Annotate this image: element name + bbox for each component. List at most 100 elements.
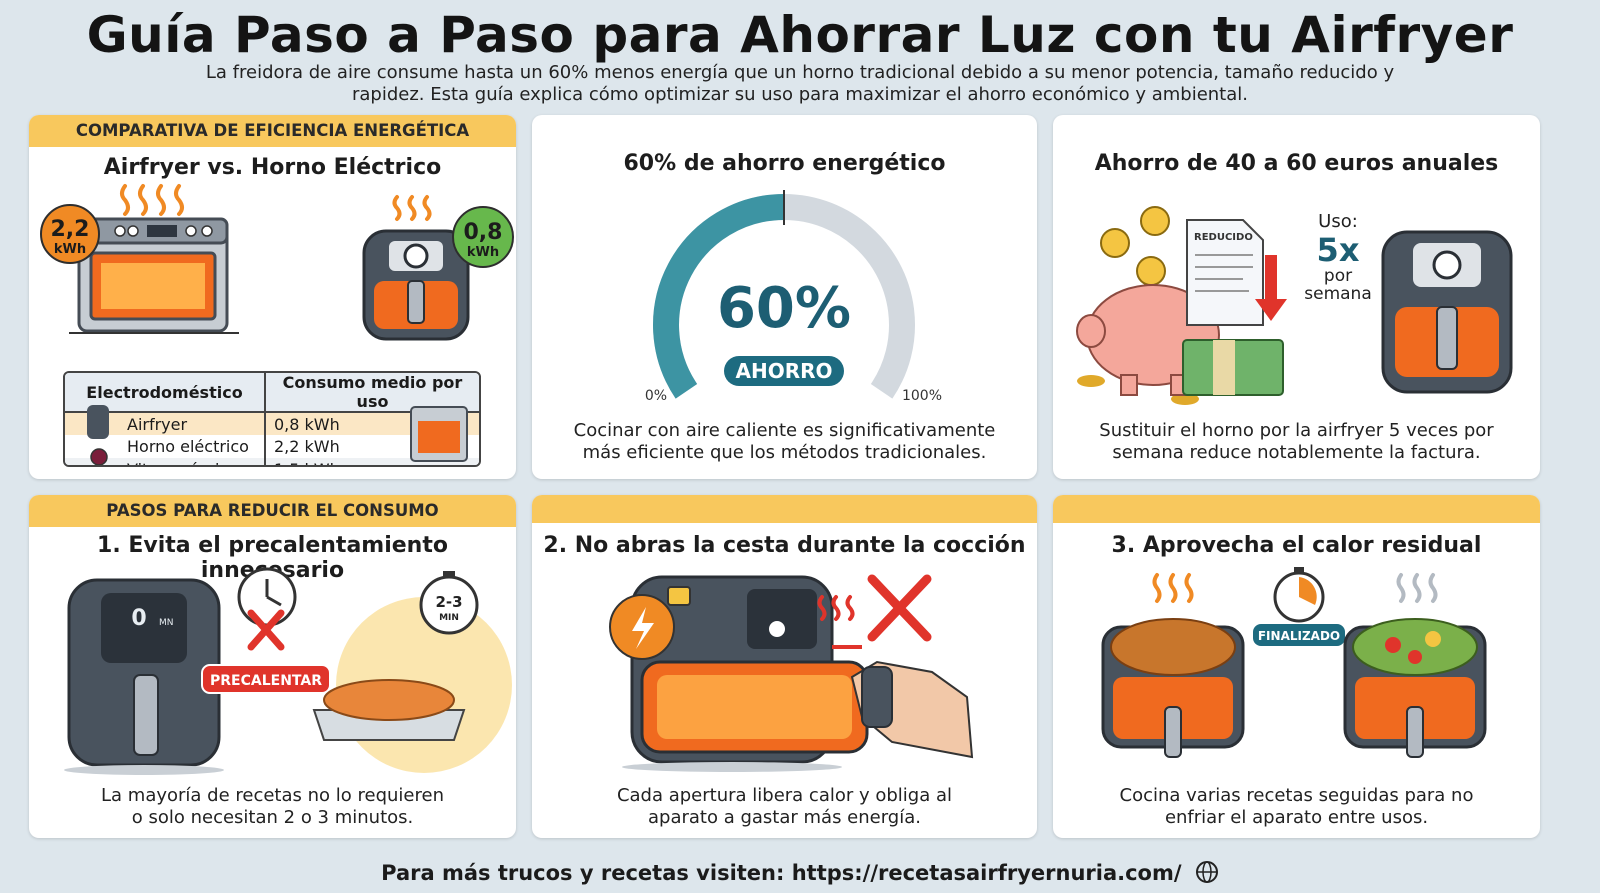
step3-desc-line-1: Cocina varias recetas seguidas para no [1119,785,1474,806]
step1-display-unit: MN [159,618,174,628]
step3-band [1053,495,1540,523]
savings-badge [724,356,844,386]
step3-title: 3. Aprovecha el calor residual [1111,533,1482,558]
step2-description: Cada apertura libera calor y obliga al a… [542,785,1027,829]
stopwatch-value: 2-3 [435,593,462,611]
heat-waves-icon [120,184,432,221]
comparison-band: COMPARATIVA DE EFICIENCIA ENERGÉTICA [29,115,516,147]
table-cell-value: 1,5 kWh [265,458,479,465]
subtitle-line-2: rapidez. Esta guía explica cómo optimiza… [352,84,1248,105]
table-cell-value: 0,8 kWh [274,414,340,434]
cross-icon [867,574,932,642]
comparison-card: COMPARATIVA DE EFICIENCIA ENERGÉTICA Air… [29,115,516,479]
gauge-max-label: 100% [902,388,942,404]
step1-desc-line-1: La mayoría de recetas no lo requieren [101,785,444,806]
footer: Para más trucos y recetas visiten: https… [0,860,1600,885]
table-header-row: Electrodoméstico Consumo medio por uso [65,373,479,413]
consumption-table: Electrodoméstico Consumo medio por uso A… [63,371,481,467]
money-stack-icon [1182,339,1284,396]
gauge-min-label: 0% [645,388,667,404]
savings-gauge: 60% AHORRO 0% 100% [645,190,942,404]
steam-icon [1396,573,1438,603]
table-row: Airfryer 0,8 kWh [65,412,479,435]
airfryer-icon [622,575,869,772]
table-cell-name: Airfryer [65,412,266,435]
step2-band [532,495,1037,523]
cross-icon [247,609,285,651]
euros-illustration: REDUCIDO Uso: 5x por semana [1076,206,1513,405]
table-row: Horno eléctrico 2,2 kWh [65,435,479,458]
step1-title: 1. Evita el precalentamiento innecesario [97,533,448,583]
table-row: Vitrocerámica 1,5 kWh [65,458,479,465]
step3-desc-line-2: enfriar el aparato entre usos. [1164,807,1429,828]
finalizado-tag-label: FINALIZADO [1258,629,1340,643]
step1-display-value: 0 [131,606,146,631]
oven-consumption-badge: 2,2 kWh [40,204,100,264]
step1-description: La mayoría de recetas no lo requieren o … [39,785,506,829]
step3-card: 3. Aprovecha el calor residual FINALIZAD… [1053,495,1540,838]
airfryer-icon [1381,230,1513,394]
oven-icon [69,217,239,334]
bill-document-icon: REDUCIDO [1186,219,1264,326]
coins-icon [1077,206,1199,405]
euros-desc-line-2: semana reduce notablemente la factura. [1112,442,1481,463]
table-cell-name: Horno eléctrico [65,435,266,458]
stopwatch-icon: 2-3 MIN [419,571,479,635]
steps-band: PASOS PARA REDUCIR EL CONSUMO [29,495,516,527]
stopwatch-icon [1273,567,1325,623]
hand-icon [850,660,974,759]
page-title: Guía Paso a Paso para Ahorrar Luz con tu… [86,6,1514,64]
lock-icon [609,586,691,660]
step2-desc-line-2: aparato a gastar más energía. [648,807,921,828]
euros-card: Ahorro de 40 a 60 euros anuales REDUCIDO [1053,115,1540,479]
subtitle-line-1: La freidora de aire consume hasta un 60%… [205,62,1395,83]
savings-badge-label: AHORRO [735,359,832,383]
clock-icon [237,567,297,627]
table-header-appliance: Electrodoméstico [65,373,266,413]
step2-desc-line-1: Cada apertura libera calor y obliga al [616,785,953,806]
finalizado-tag: FINALIZADO [1253,624,1345,646]
table-cell-name: Vitrocerámica [65,458,266,465]
page-subtitle: La freidora de aire consume hasta un 60%… [160,62,1440,106]
basket-vegetables-icon [1343,618,1487,758]
down-arrow-icon [1255,255,1287,321]
gauge-fill [653,194,785,399]
globe-icon [1195,861,1218,883]
table-cell-value: 2,2 kWh [274,437,340,456]
airfryer-kwh-value: 0,8 [464,220,503,245]
savings-desc-line-1: Cocinar con aire caliente es significati… [573,420,996,441]
footer-link[interactable]: Para más trucos y recetas visiten: https… [381,861,1182,885]
savings-desc-line-2: más eficiente que los métodos tradiciona… [582,442,987,463]
usage-label: Uso: [1318,211,1358,232]
comparison-title: Airfryer vs. Horno Eléctrico [103,155,442,180]
usage-value: 5x [1317,231,1360,269]
step2-card: 2. No abras la cesta durante la cocción … [532,495,1037,838]
heat-waves-icon [817,595,855,621]
table-header-consumption: Consumo medio por uso [265,373,479,413]
precalentar-tag: PRECALENTAR [201,664,331,694]
step2-title: 2. No abras la cesta durante la cocción [543,533,1026,558]
euros-desc-line-1: Sustituir el horno por la airfryer 5 vec… [1099,420,1494,441]
comparison-illustration: 2,2 kWh 0,8 kWh [40,184,514,341]
airfryer-kwh-unit: kWh [467,245,499,260]
gauge-value: 60% [717,276,851,341]
heat-waves-icon [1152,573,1194,603]
oven-kwh-value: 2,2 [51,217,90,242]
oven-kwh-unit: kWh [54,242,86,257]
step3-illustration: FINALIZADO [1101,567,1487,758]
dish-icon [312,679,466,741]
euros-title: Ahorro de 40 a 60 euros anuales [1094,151,1499,176]
basket-chicken-icon [1101,618,1245,758]
usage-unit-1: por [1324,266,1352,286]
euros-description: Sustituir el horno por la airfryer 5 vec… [1063,420,1530,464]
step2-illustration [609,574,974,772]
airfryer-icon: 0 MN [64,578,224,775]
step3-description: Cocina varias recetas seguidas para no e… [1063,785,1530,829]
bill-document-label: REDUCIDO [1194,232,1253,243]
step1-desc-line-2: o solo necesitan 2 o 3 minutos. [131,807,414,828]
savings-description: Cocinar con aire caliente es significati… [542,420,1027,464]
usage-unit-2: semana [1304,284,1372,304]
precalentar-tag-label: PRECALENTAR [210,673,322,689]
step1-card: PASOS PARA REDUCIR EL CONSUMO 1. Evita e… [29,495,516,838]
airfryer-consumption-badge: 0,8 kWh [452,206,514,268]
